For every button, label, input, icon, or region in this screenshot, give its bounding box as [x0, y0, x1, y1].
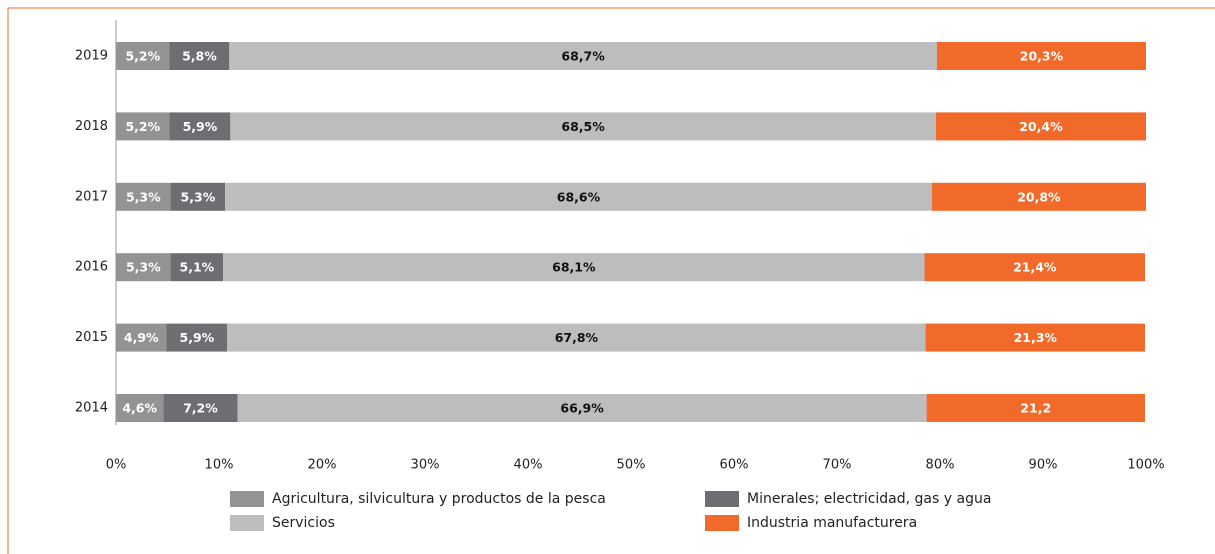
bar-segment — [926, 394, 1145, 422]
data-label: 21,3% — [1014, 330, 1058, 345]
data-label: 5,9% — [183, 119, 218, 134]
bar-segment — [169, 42, 230, 70]
data-label: 20,4% — [1019, 119, 1063, 134]
data-label: 20,3% — [1020, 49, 1064, 64]
data-label: 66,9% — [560, 401, 604, 416]
x-tick-label: 0% — [106, 458, 127, 473]
data-label: 20,8% — [1017, 189, 1061, 204]
data-label: 5,2% — [125, 49, 160, 64]
data-label: 21,2 — [1020, 401, 1051, 416]
data-label: 5,3% — [126, 189, 161, 204]
bar-segment — [116, 182, 171, 211]
legend-swatch — [705, 491, 739, 507]
bar-segment — [116, 323, 167, 352]
data-label: 68,1% — [552, 260, 596, 275]
bar-segment — [237, 394, 927, 422]
legend-swatch — [230, 491, 264, 507]
legend-label: Agricultura, silvicultura y productos de… — [272, 491, 606, 507]
bar-segment — [163, 394, 238, 422]
legend-swatch — [705, 515, 739, 531]
bar-segment — [924, 253, 1145, 282]
x-tick-label: 10% — [205, 458, 234, 473]
bar-segment — [223, 253, 925, 282]
bar-segment — [925, 323, 1145, 352]
legend-swatch — [230, 515, 264, 531]
bar-segment — [936, 42, 1146, 70]
bar-segment — [116, 253, 171, 282]
x-tick-label: 50% — [617, 458, 646, 473]
bar-segment — [116, 394, 164, 422]
x-tick-label: 70% — [823, 458, 852, 473]
data-label: 4,9% — [124, 330, 159, 345]
data-label: 5,3% — [126, 260, 161, 275]
bar-segment — [166, 323, 228, 352]
x-tick-label: 40% — [514, 458, 543, 473]
x-tick-label: 60% — [720, 458, 749, 473]
bar-segment — [931, 182, 1146, 211]
bar-segment — [230, 112, 936, 141]
data-label: 68,7% — [561, 49, 605, 64]
data-label: 21,4% — [1013, 260, 1057, 275]
legend-label: Servicios — [272, 515, 335, 531]
y-tick-label: 2019 — [75, 49, 108, 64]
data-label: 7,2% — [183, 401, 218, 416]
x-tick-label: 80% — [926, 458, 955, 473]
x-tick-label: 100% — [1127, 458, 1164, 473]
legend-label: Minerales; electricidad, gas y agua — [747, 491, 991, 507]
bar-segment — [935, 112, 1146, 141]
bar-segment — [229, 42, 937, 70]
data-label: 68,6% — [557, 189, 601, 204]
data-label: 67,8% — [555, 330, 599, 345]
data-label: 5,9% — [180, 330, 215, 345]
y-tick-label: 2018 — [75, 119, 108, 134]
y-tick-label: 2017 — [75, 189, 108, 204]
data-label: 5,1% — [180, 260, 215, 275]
y-tick-label: 2015 — [75, 330, 108, 345]
data-label: 5,3% — [181, 189, 216, 204]
y-tick-label: 2016 — [75, 260, 108, 275]
bar-segment — [116, 42, 170, 70]
y-tick-label: 2014 — [75, 401, 108, 416]
bar-segment — [116, 112, 170, 141]
data-label: 4,6% — [122, 401, 157, 416]
bar-segment — [170, 253, 224, 282]
data-label: 5,2% — [125, 119, 160, 134]
x-tick-label: 90% — [1029, 458, 1058, 473]
bar-segment — [170, 182, 226, 211]
bar-segment — [225, 182, 932, 211]
bar-segment — [169, 112, 231, 141]
data-label: 68,5% — [561, 119, 605, 134]
bar-segment — [227, 323, 926, 352]
data-label: 5,8% — [182, 49, 217, 64]
x-tick-label: 20% — [308, 458, 337, 473]
legend-label: Industria manufacturera — [747, 515, 917, 531]
x-tick-label: 30% — [411, 458, 440, 473]
